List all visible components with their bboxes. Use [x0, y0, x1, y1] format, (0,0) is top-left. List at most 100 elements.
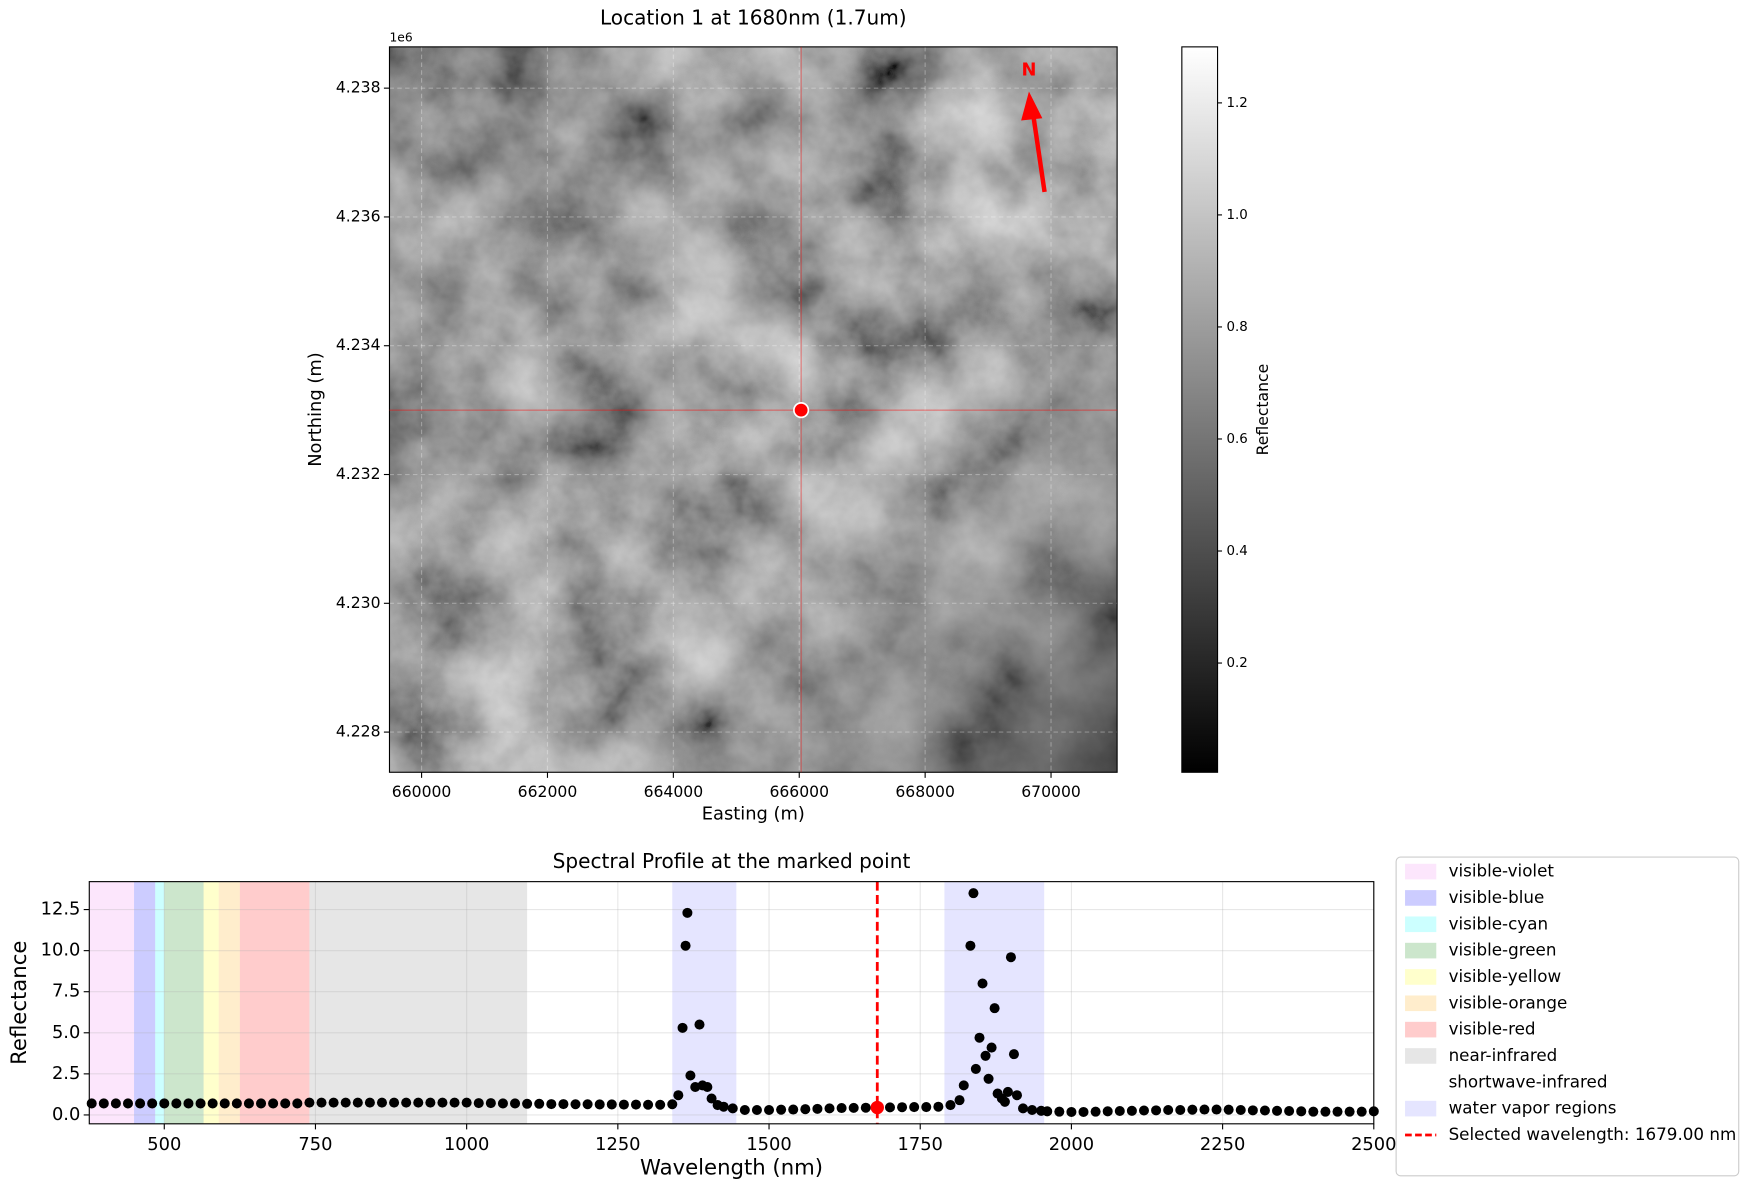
data-point: [280, 1098, 291, 1109]
x-tick-label: 2000: [1049, 1134, 1094, 1155]
legend-label: shortwave-infrared: [1449, 1071, 1608, 1091]
data-point: [522, 1098, 533, 1109]
data-point: [1008, 1049, 1019, 1060]
data-point: [884, 1102, 896, 1113]
selected-point: [870, 1100, 884, 1115]
data-point: [1163, 1104, 1174, 1116]
canvas: 660000 662000 664000 666000 668000 670000 4.22…: [6, 5, 1740, 1179]
x-tick-label: 662000: [518, 783, 578, 801]
legend-swatch: [1405, 890, 1437, 906]
data-point: [824, 1103, 835, 1114]
legend-label: water vapor regions: [1449, 1098, 1617, 1118]
data-point: [1199, 1104, 1210, 1115]
data-point: [1011, 1090, 1023, 1101]
data-point: [1259, 1105, 1270, 1116]
legend-label: visible-cyan: [1449, 913, 1549, 933]
band-region: [164, 881, 204, 1124]
data-point: [836, 1103, 847, 1114]
data-point: [685, 1070, 696, 1081]
data-point: [449, 1097, 460, 1108]
data-point: [727, 1103, 738, 1114]
data-point: [933, 1101, 944, 1112]
x-tick-label: 670000: [1021, 783, 1081, 801]
data-point: [999, 1096, 1010, 1107]
data-point: [352, 1097, 363, 1108]
x-tick-label: 1250: [595, 1134, 640, 1155]
band-region: [239, 881, 310, 1124]
data-point: [945, 1100, 956, 1111]
data-point: [860, 1102, 871, 1113]
y-tick-label: 0.0: [52, 1104, 80, 1125]
legend-swatch: [1405, 916, 1437, 933]
data-point: [1284, 1105, 1295, 1117]
data-point: [680, 940, 691, 951]
north-arrow-head: [1021, 91, 1043, 121]
colorbar-tick-label: 0.2: [1226, 656, 1247, 671]
data-point: [207, 1098, 218, 1109]
y-axis-label: Reflectance: [6, 941, 31, 1065]
x-tick-label: 664000: [644, 783, 704, 801]
data-point: [1247, 1105, 1258, 1116]
legend-label: near-infrared: [1449, 1045, 1558, 1065]
y-tick-label: 4.236: [336, 207, 381, 225]
axes-frame: [388, 46, 1118, 773]
x-axis-label: Wavelength (nm): [640, 1154, 823, 1179]
data-point: [764, 1104, 775, 1116]
marker: [793, 402, 810, 419]
data-point: [673, 1090, 684, 1101]
x-tick-label: 2500: [1351, 1134, 1396, 1155]
x-tick-label: 666000: [769, 783, 829, 801]
data-point: [968, 888, 979, 899]
data-point: [788, 1104, 799, 1115]
x-tick-label: 2250: [1200, 1134, 1245, 1155]
band-region: [309, 881, 528, 1124]
data-point: [122, 1098, 134, 1109]
data-point: [570, 1099, 581, 1110]
data-point: [848, 1102, 859, 1113]
data-point: [219, 1098, 230, 1109]
legend-label: visible-violet: [1449, 861, 1555, 881]
band-region: [203, 881, 219, 1124]
data-point: [618, 1099, 629, 1110]
y-tick-label: 4.234: [336, 336, 381, 354]
data-point: [376, 1097, 388, 1108]
colorbar-label: Reflectance: [1254, 364, 1272, 456]
data-point: [473, 1098, 484, 1109]
y-tick-label: 4.238: [336, 79, 381, 97]
data-point: [1114, 1105, 1125, 1117]
data-point: [147, 1098, 158, 1109]
colorbar-tick-label: 0.6: [1226, 432, 1247, 447]
data-point: [328, 1097, 339, 1108]
data-point: [1272, 1105, 1283, 1116]
data-point: [1126, 1105, 1137, 1116]
data-point: [582, 1099, 593, 1110]
data-point: [1102, 1106, 1113, 1117]
data-point: [1138, 1105, 1150, 1116]
x-tick-label: 750: [298, 1134, 332, 1155]
data-point: [1344, 1106, 1355, 1117]
data-point: [1066, 1106, 1077, 1118]
data-point: [1235, 1104, 1246, 1116]
legend-label: visible-yellow: [1449, 966, 1562, 986]
y-tick-label: 7.5: [52, 981, 80, 1002]
data-point: [195, 1098, 206, 1109]
data-point: [739, 1104, 750, 1116]
legend-swatch: [1405, 1100, 1437, 1117]
data-point: [977, 978, 988, 989]
data-point: [546, 1099, 557, 1110]
data-point: [751, 1104, 762, 1116]
data-point: [413, 1097, 424, 1108]
y-tick-label: 4.230: [336, 594, 381, 612]
band-region: [155, 881, 165, 1124]
data-point: [921, 1102, 932, 1113]
data-point: [1175, 1104, 1186, 1116]
band-region: [527, 881, 1374, 1124]
data-point: [970, 1063, 981, 1074]
y-tick-label: 5.0: [52, 1022, 80, 1043]
data-point: [1308, 1106, 1319, 1117]
data-point: [1090, 1106, 1101, 1117]
data-point: [364, 1097, 375, 1108]
data-point: [425, 1097, 436, 1108]
colorbar-tick-label: 0.4: [1226, 544, 1247, 559]
